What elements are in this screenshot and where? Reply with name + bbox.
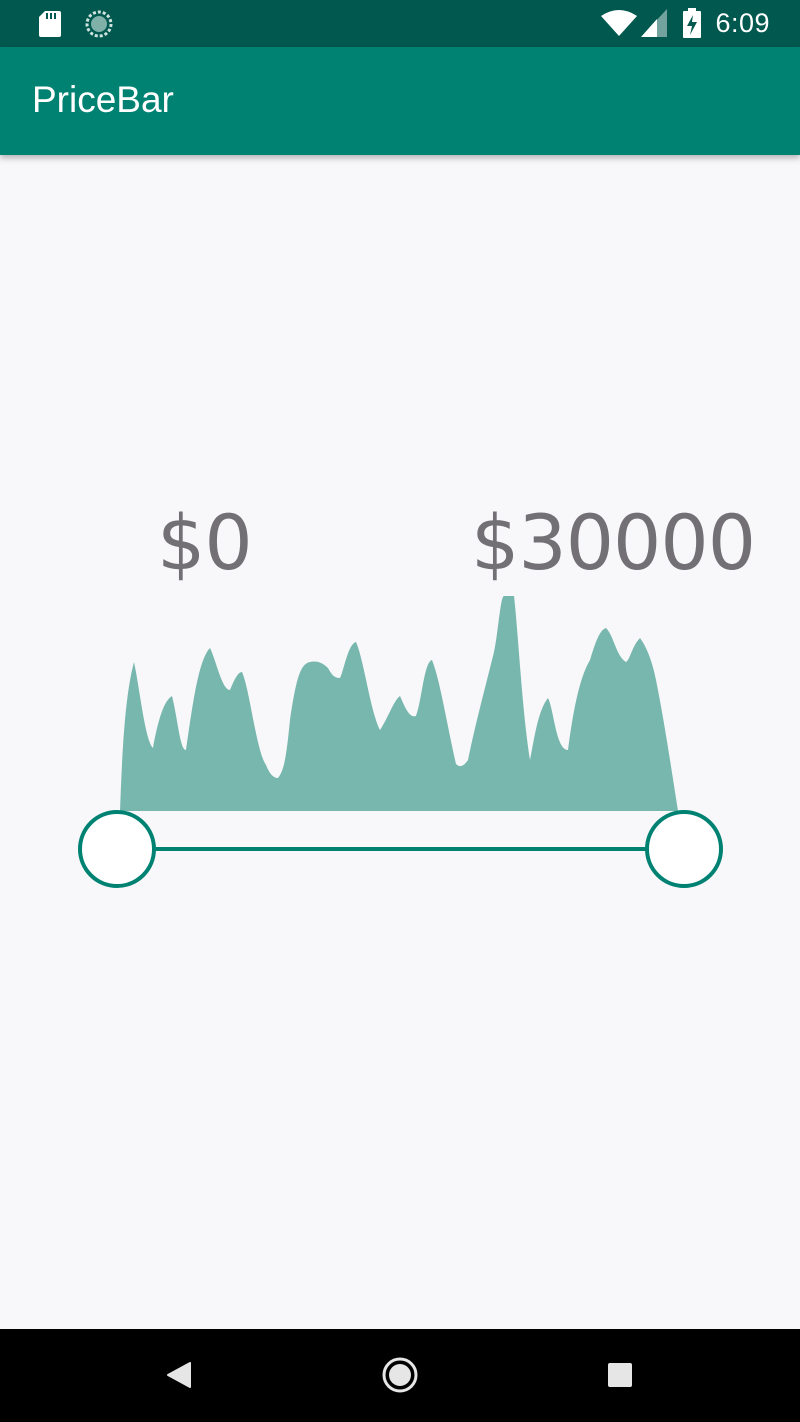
price-min-label: $0 [157, 498, 253, 587]
sd-card-icon [38, 10, 62, 38]
app-title: PriceBar [32, 79, 174, 120]
sync-icon [84, 9, 114, 39]
app-bar: PriceBar [0, 47, 800, 155]
battery-charging-icon [683, 8, 702, 38]
status-bar-right: 6:09 [601, 8, 770, 38]
price-histogram-area [120, 596, 678, 811]
home-button[interactable] [380, 1355, 420, 1395]
back-button[interactable] [160, 1355, 200, 1395]
recents-icon [608, 1363, 632, 1387]
signal-icon [641, 9, 668, 37]
wifi-icon [601, 9, 638, 37]
back-icon [167, 1362, 191, 1388]
recents-button[interactable] [600, 1355, 640, 1395]
status-bar: 6:09 [0, 0, 800, 47]
nav-bar [0, 1329, 800, 1422]
home-icon [382, 1357, 418, 1393]
slider-min-thumb[interactable] [78, 810, 156, 888]
price-max-label: $30000 [471, 498, 756, 587]
slider-max-thumb[interactable] [645, 810, 723, 888]
status-time: 6:09 [715, 7, 770, 38]
price-histogram-slider[interactable] [0, 560, 800, 900]
status-bar-left [38, 10, 114, 38]
